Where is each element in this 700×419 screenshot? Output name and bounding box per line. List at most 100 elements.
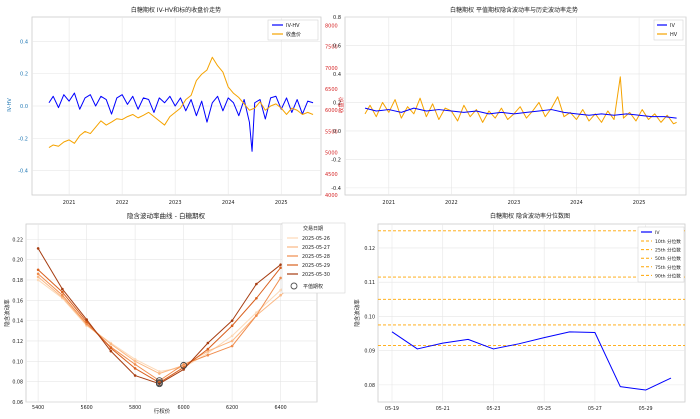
legend-label: 2025-05-30 <box>302 272 330 278</box>
legend-label: 25th 分位数 <box>655 247 681 254</box>
legend-label: 75th 分位数 <box>655 264 681 271</box>
data-point <box>255 282 258 286</box>
data-point <box>36 272 40 276</box>
y-tick-label: -0.2 <box>331 157 341 163</box>
x-tick-label: 2021 <box>382 200 395 206</box>
data-point <box>206 353 210 357</box>
data-point <box>255 311 258 314</box>
data-point <box>61 287 64 291</box>
y-right-tick-label: 4000 <box>325 193 338 199</box>
x-axis-ticks: 05-19 05-21 05-23 05-25 05-27 05-29 <box>385 406 653 412</box>
data-point <box>230 324 234 328</box>
grid <box>345 16 686 195</box>
series-lines <box>48 56 314 152</box>
y-axis-ticks: 0.06 0.08 0.10 0.12 0.14 0.16 0.18 0.20 0.22 <box>12 237 23 406</box>
data-point <box>109 342 113 346</box>
iv-percentile-chart: 白糖期权 隐含波动率分位数图 0.08 0.09 0.10 0.11 0.12 05-1… <box>353 212 686 412</box>
data-point <box>158 372 161 375</box>
legend-label: 50th 分位数 <box>655 255 681 262</box>
data-point <box>279 288 282 292</box>
series-line <box>391 331 672 391</box>
data-point <box>133 360 137 363</box>
grid <box>378 224 685 402</box>
y-tick-label: 0.10 <box>364 314 375 320</box>
y-right-tick-label: 4500 <box>325 172 338 178</box>
x-tick-label: 2025 <box>633 200 646 206</box>
data-point <box>36 278 40 282</box>
y-axis-ticks: -0.4 -0.2 0.0 0.2 0.4 0.6 0.8 <box>331 15 341 192</box>
chart-title: 隐含波动率曲线 - 白糖期权 <box>127 211 205 220</box>
data-point <box>279 276 282 280</box>
atm-marker <box>155 377 163 385</box>
x-tick-label: 2021 <box>63 200 76 206</box>
series-line <box>48 56 314 148</box>
chart-title: 白糖期权 IV-HV和标的收盘价走势 <box>131 6 221 14</box>
plot-area <box>377 223 686 403</box>
data-point <box>36 275 40 279</box>
legend-label: 2025-05-26 <box>302 236 330 242</box>
x-tick-label: 05-21 <box>436 406 450 412</box>
legend-label-hv: HV <box>670 32 678 38</box>
y-right-tick-label: 8000 <box>325 23 338 29</box>
data-point <box>279 266 282 270</box>
data-point <box>206 347 210 351</box>
y-axis-ticks: -0.4 -0.2 0.0 0.2 0.4 <box>18 39 28 174</box>
y-tick-label: 0.08 <box>364 383 375 389</box>
y-tick-label: 0.2 <box>20 72 28 78</box>
series-lines <box>391 331 672 391</box>
y-tick-label: -0.2 <box>18 136 28 142</box>
legend-label-atm: 平值期权 <box>303 283 323 290</box>
y-tick-label: 0.06 <box>12 400 23 406</box>
data-point <box>182 368 185 371</box>
data-point <box>61 293 64 297</box>
legend-label-iv: IV <box>670 23 675 29</box>
legend-label-iv: IV <box>655 230 660 236</box>
y-tick-label: 0.8 <box>333 15 341 21</box>
iv-hv-trend-chart: 白糖期权 平值期权隐含波动率与历史波动率走势 -0.4 -0.2 0.0 0.2 0.4… <box>331 6 687 206</box>
legend: 交易日期 2025-05-262025-05-272025-05-282025-… <box>281 222 346 294</box>
x-tick-label: 5800 <box>129 405 141 411</box>
y-tick-label: 0.22 <box>12 237 23 243</box>
y-axis-label: 隐含波动率 <box>3 299 11 327</box>
legend-label-close: 收盘价 <box>286 31 301 38</box>
y-tick-label: 0.0 <box>20 104 28 110</box>
y-tick-label: 0.6 <box>333 43 341 49</box>
y-axis-ticks: 0.08 0.09 0.10 0.11 0.12 <box>364 246 375 389</box>
y-tick-label: 0.18 <box>12 278 23 284</box>
volatility-smile-chart: 隐含波动率曲线 - 白糖期权 0.060.080.100.120.140.160… <box>3 211 346 415</box>
y-tick-label: 0.09 <box>364 349 375 355</box>
data-point <box>36 268 40 272</box>
grid <box>26 224 317 403</box>
chart-title: 白糖期权 平值期权隐含波动率与历史波动率走势 <box>450 6 578 14</box>
x-axis-ticks: 2021 2022 2023 2024 2025 <box>63 200 288 206</box>
chart-title: 白糖期权 隐含波动率分位数图 <box>490 212 570 220</box>
data-point <box>182 363 185 366</box>
x-tick-label: 2022 <box>116 200 129 206</box>
percentile-lines <box>378 230 685 346</box>
legend-atm-marker <box>290 282 298 290</box>
legend: IV HV <box>653 19 684 41</box>
y-tick-label: -0.4 <box>331 186 341 192</box>
legend-label: 10th 分位数 <box>655 238 681 245</box>
y-tick-label: 0.4 <box>333 72 341 78</box>
y-tick-label: 0.10 <box>12 359 23 365</box>
y-tick-label: 0.14 <box>12 319 23 325</box>
x-axis-label: 行权价 <box>154 407 171 415</box>
data-point <box>230 344 234 348</box>
atm-marker <box>180 361 188 369</box>
y-tick-label: 0.0 <box>333 129 341 135</box>
data-point <box>230 334 234 338</box>
data-point <box>279 293 282 297</box>
y-right-tick-label: 5000 <box>325 151 338 157</box>
x-tick-label: 6200 <box>226 405 238 411</box>
x-tick-label: 05-23 <box>486 406 500 412</box>
x-tick-label: 05-25 <box>537 406 551 412</box>
y-right-tick-label: 5500 <box>325 129 338 135</box>
y-tick-label: 0.2 <box>333 100 341 106</box>
y-axis-right-ticks: 4000 4500 5000 5500 6000 6500 7000 7500 8000 <box>325 23 338 199</box>
y-tick-label: 0.12 <box>12 339 23 345</box>
x-axis-ticks: 5400 5600 5800 6000 6200 6400 <box>32 405 287 411</box>
series-lines <box>364 76 677 125</box>
x-tick-label: 05-27 <box>588 406 602 412</box>
